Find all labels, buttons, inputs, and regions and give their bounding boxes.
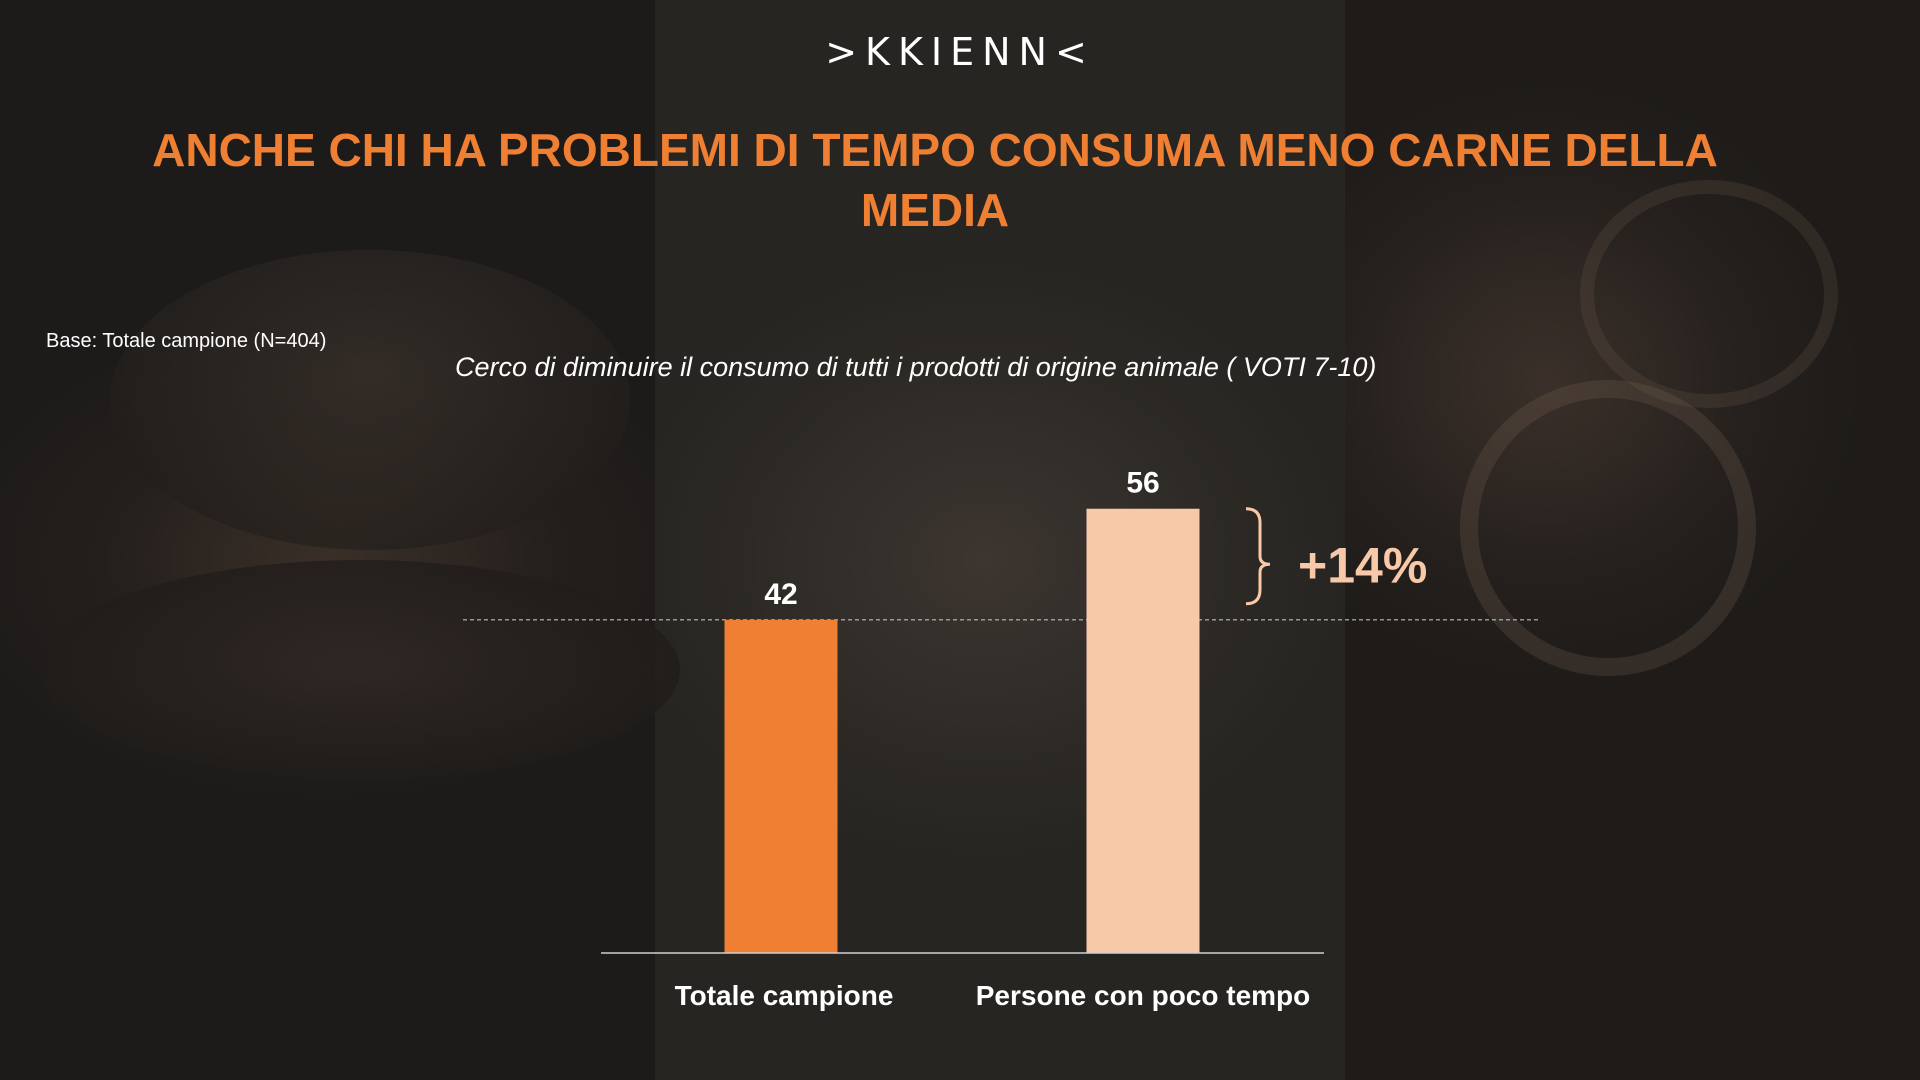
category-label-1: Totale campione [675, 980, 894, 1011]
category-label-2: Persone con poco tempo [976, 980, 1311, 1011]
brand-logo: >KKIENN< [825, 30, 1095, 74]
chart-title: Cerco di diminuire il consumo di tutti i… [455, 352, 1377, 382]
data-label-2: 56 [1126, 467, 1159, 500]
sample-base-note: Base: Totale campione (N=404) [46, 330, 327, 352]
difference-annotation: +14% [1298, 537, 1427, 593]
difference-bracket [1245, 507, 1271, 606]
background-burger-patty [40, 560, 680, 780]
bar-2 [1086, 508, 1200, 953]
page-title: ANCHE CHI HA PROBLEMI DI TEMPO CONSUMA M… [152, 124, 1718, 236]
data-label-1: 42 [764, 578, 797, 611]
background-burger-bun [110, 250, 630, 550]
bar-1 [724, 619, 838, 953]
